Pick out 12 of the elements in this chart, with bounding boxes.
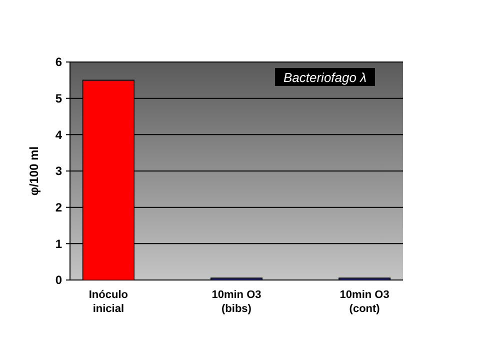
y-tick-label: 4 — [55, 128, 62, 142]
x-tick-label: 10min O3 (cont) — [340, 289, 390, 315]
y-tick-label: 5 — [55, 92, 62, 106]
y-tick-label: 6 — [55, 55, 62, 70]
y-tick-label: 1 — [55, 236, 62, 251]
y-tick-label: 2 — [55, 200, 62, 215]
y-tick-label: 3 — [55, 164, 62, 178]
x-tick-label: 10min O3 (bibs) — [212, 289, 262, 315]
y-axis-title: φ/100 ml — [27, 146, 41, 196]
text: Bacteriofago λ — [283, 70, 367, 85]
x-tick-label: Inóculo inicial — [88, 289, 128, 315]
y-tick-label: 0 — [55, 273, 62, 288]
